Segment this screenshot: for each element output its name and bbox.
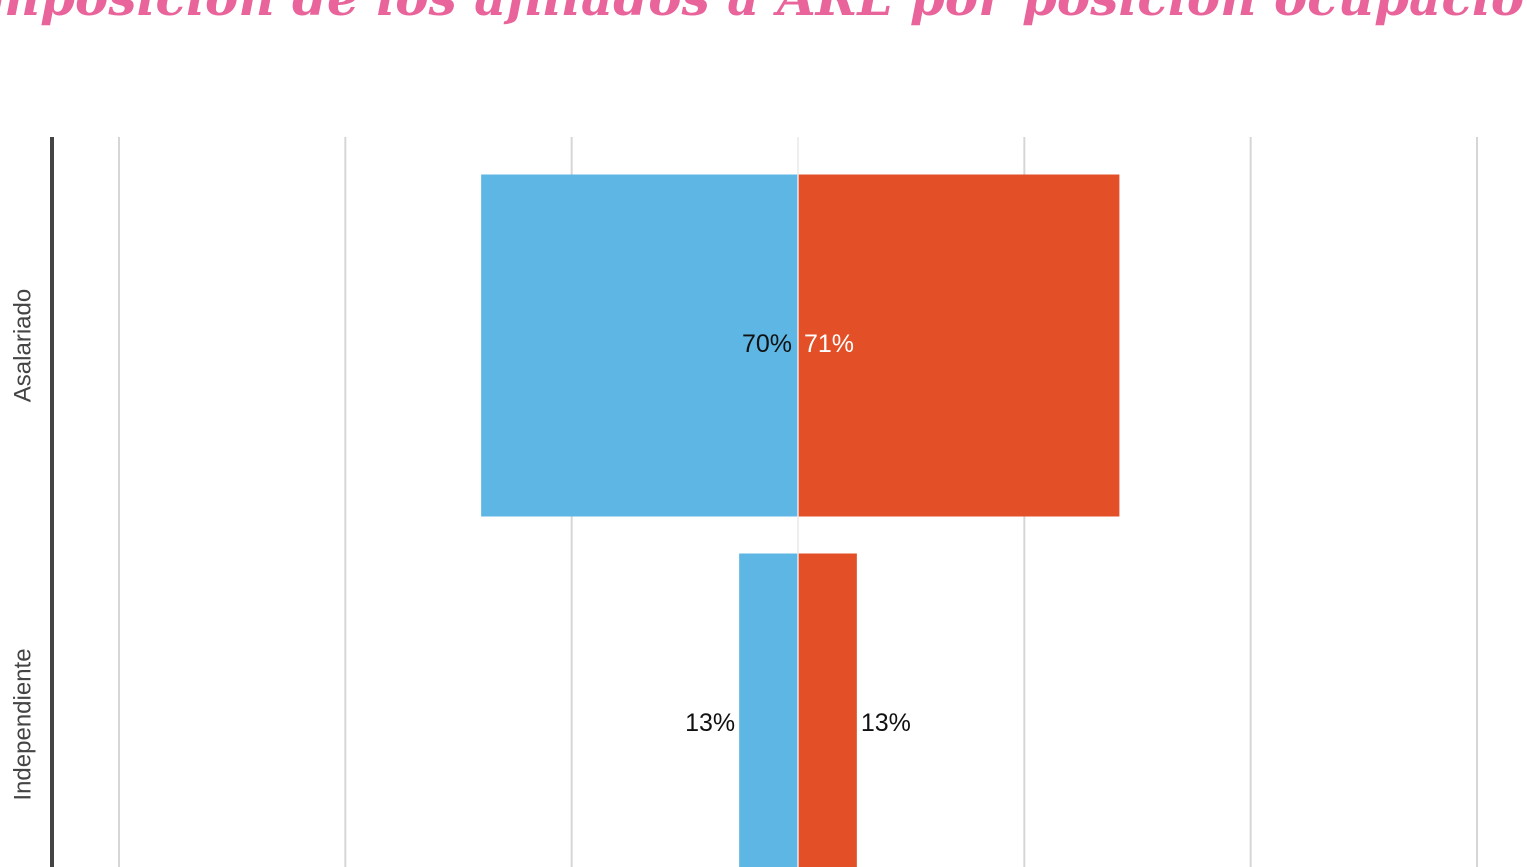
data-label: 70% [742,330,792,358]
bar [798,174,1120,517]
bar [798,553,857,867]
y-tick-label: Asalariado [9,289,36,402]
y-tick-label: Independiente [9,648,36,800]
bar [739,553,798,867]
data-label: 71% [804,330,854,358]
data-label: 13% [861,709,911,737]
bar [481,174,798,517]
data-label: 13% [685,709,735,737]
chart-title: Composición de los afiliados a ARL por p… [0,0,1527,27]
